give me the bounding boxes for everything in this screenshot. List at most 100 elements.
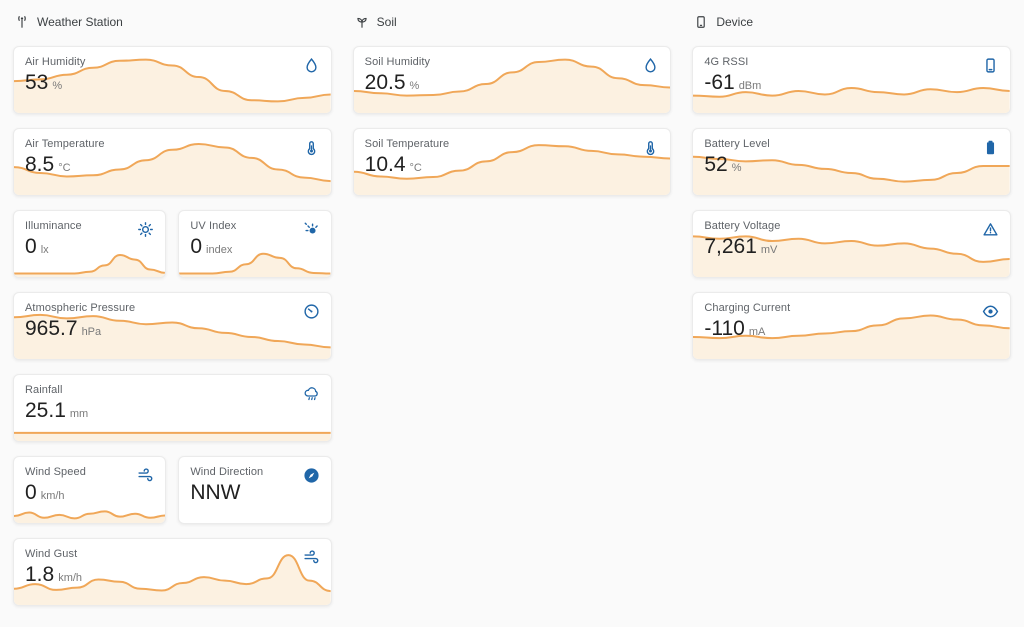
card-soil-temperature[interactable]: Soil Temperature 10.4 °C: [352, 128, 672, 196]
card-header: Wind Gust 1.8 km/h: [14, 539, 331, 587]
card-title: Charging Current: [704, 302, 791, 314]
card-header: Atmospheric Pressure 965.7 hPa: [14, 293, 331, 341]
card-soil-humidity[interactable]: Soil Humidity 20.5 %: [352, 46, 672, 114]
wind-row: Wind Speed 0 km/h Wind Direction: [13, 456, 332, 524]
rain-cloud-icon: [303, 385, 320, 402]
tablet-icon: [694, 15, 708, 29]
card-value: 0: [25, 481, 37, 504]
card-value: 0: [190, 235, 203, 258]
card-header: Charging Current -110 mA: [693, 293, 1010, 341]
card-title: Illuminance: [25, 220, 82, 232]
section-header-soil: Soil: [355, 12, 672, 32]
card-charging-current[interactable]: Charging Current -110 mA: [692, 292, 1011, 360]
card-unit: index: [206, 244, 233, 256]
card-header: Battery Level 52 %: [693, 129, 1010, 177]
card-value: 53: [25, 71, 49, 94]
card-unit: hPa: [81, 326, 102, 338]
uv-index-icon: [303, 221, 320, 238]
card-title: Air Temperature: [25, 138, 105, 150]
section-title: Soil: [376, 15, 397, 29]
card-battery-voltage[interactable]: Battery Voltage 7,261 mV: [692, 210, 1011, 278]
card-title: Battery Voltage: [704, 220, 781, 232]
card-atmospheric-pressure[interactable]: Atmospheric Pressure 965.7 hPa: [13, 292, 332, 360]
card-title: 4G RSSI: [704, 56, 749, 68]
wind-icon: [303, 549, 320, 566]
thermometer-icon: [642, 139, 659, 156]
card-header: Battery Voltage 7,261 mV: [693, 211, 1010, 259]
card-header: UV Index 0 index: [179, 211, 330, 259]
card-rainfall[interactable]: Rainfall 25.1 mm: [13, 374, 332, 442]
card-title: Atmospheric Pressure: [25, 302, 136, 314]
card-header: Air Temperature 8.5 °C: [14, 129, 331, 177]
card-title: Battery Level: [704, 138, 770, 150]
card-value: 965.7: [25, 317, 78, 340]
card-header: 4G RSSI -61 dBm: [693, 47, 1010, 95]
card-title: Wind Direction: [190, 466, 264, 478]
card-unit: %: [52, 80, 63, 92]
card-header: Soil Temperature 10.4 °C: [354, 129, 671, 177]
card-value: 8.5: [25, 153, 55, 176]
section-title: Weather Station: [37, 15, 123, 29]
droplet-icon: [303, 57, 320, 74]
card-unit: dBm: [738, 80, 762, 92]
antenna-icon: [15, 15, 29, 29]
compass-icon: [303, 467, 320, 484]
card-unit: mA: [748, 326, 766, 338]
sun-icon: [137, 221, 154, 238]
section-title: Device: [716, 15, 754, 29]
device-column: Device 4G RSSI -61 dBm Batte: [692, 10, 1011, 360]
card-header: Rainfall 25.1 mm: [14, 375, 331, 423]
gauge-icon: [303, 303, 320, 320]
card-value: 7,261: [704, 235, 757, 258]
card-air-humidity[interactable]: Air Humidity 53 %: [13, 46, 332, 114]
card-air-temperature[interactable]: Air Temperature 8.5 °C: [13, 128, 332, 196]
card-title: Rainfall: [25, 384, 63, 396]
card-unit: %: [731, 162, 742, 174]
card-uv-index[interactable]: UV Index 0 index: [178, 210, 332, 278]
card-header: Illuminance 0 lx: [14, 211, 165, 259]
sprout-icon: [355, 15, 369, 29]
card-header: Air Humidity 53 %: [14, 47, 331, 95]
card-wind-speed[interactable]: Wind Speed 0 km/h: [13, 456, 167, 524]
card-value: 10.4: [364, 153, 406, 176]
card-title: Air Humidity: [25, 56, 86, 68]
eye-icon: [982, 303, 999, 320]
card-header: Wind Direction NNW: [179, 457, 330, 505]
card-wind-gust[interactable]: Wind Gust 1.8 km/h: [13, 538, 332, 606]
card-unit: km/h: [40, 490, 65, 502]
soil-column: Soil Soil Humidity 20.5 % So: [352, 10, 672, 196]
card-value: 0: [25, 235, 37, 258]
card-wind-direction[interactable]: Wind Direction NNW: [178, 456, 332, 524]
smartphone-icon: [982, 57, 999, 74]
thermometer-icon: [303, 139, 320, 156]
illuminance-uv-row: Illuminance 0 lx UV Index: [13, 210, 332, 278]
wind-icon: [137, 467, 154, 484]
card-value: 20.5: [364, 71, 406, 94]
section-header-weather-station: Weather Station: [15, 12, 332, 32]
card-header: Wind Speed 0 km/h: [14, 457, 165, 505]
card-title: UV Index: [190, 220, 237, 232]
card-value: 52: [704, 153, 728, 176]
weather-station-column: Weather Station Air Humidity 53 %: [13, 10, 332, 606]
card-title: Soil Temperature: [364, 138, 450, 150]
card-title: Soil Humidity: [364, 56, 431, 68]
card-value: -110: [704, 317, 745, 340]
droplet-icon: [642, 57, 659, 74]
card-header: Soil Humidity 20.5 %: [354, 47, 671, 95]
card-value: 1.8: [25, 563, 55, 586]
card-title: Wind Gust: [25, 548, 78, 560]
card-4g-rssi[interactable]: 4G RSSI -61 dBm: [692, 46, 1011, 114]
card-unit: °C: [409, 162, 422, 174]
card-battery-level[interactable]: Battery Level 52 %: [692, 128, 1011, 196]
card-unit: °C: [58, 162, 71, 174]
card-unit: lx: [40, 244, 49, 256]
card-illuminance[interactable]: Illuminance 0 lx: [13, 210, 167, 278]
card-unit: mm: [69, 408, 89, 420]
alert-triangle-icon: [982, 221, 999, 238]
battery-icon: [982, 139, 999, 156]
card-value: NNW: [190, 481, 241, 504]
card-unit: %: [409, 80, 420, 92]
card-unit: mV: [760, 244, 778, 256]
card-value: 25.1: [25, 399, 66, 422]
